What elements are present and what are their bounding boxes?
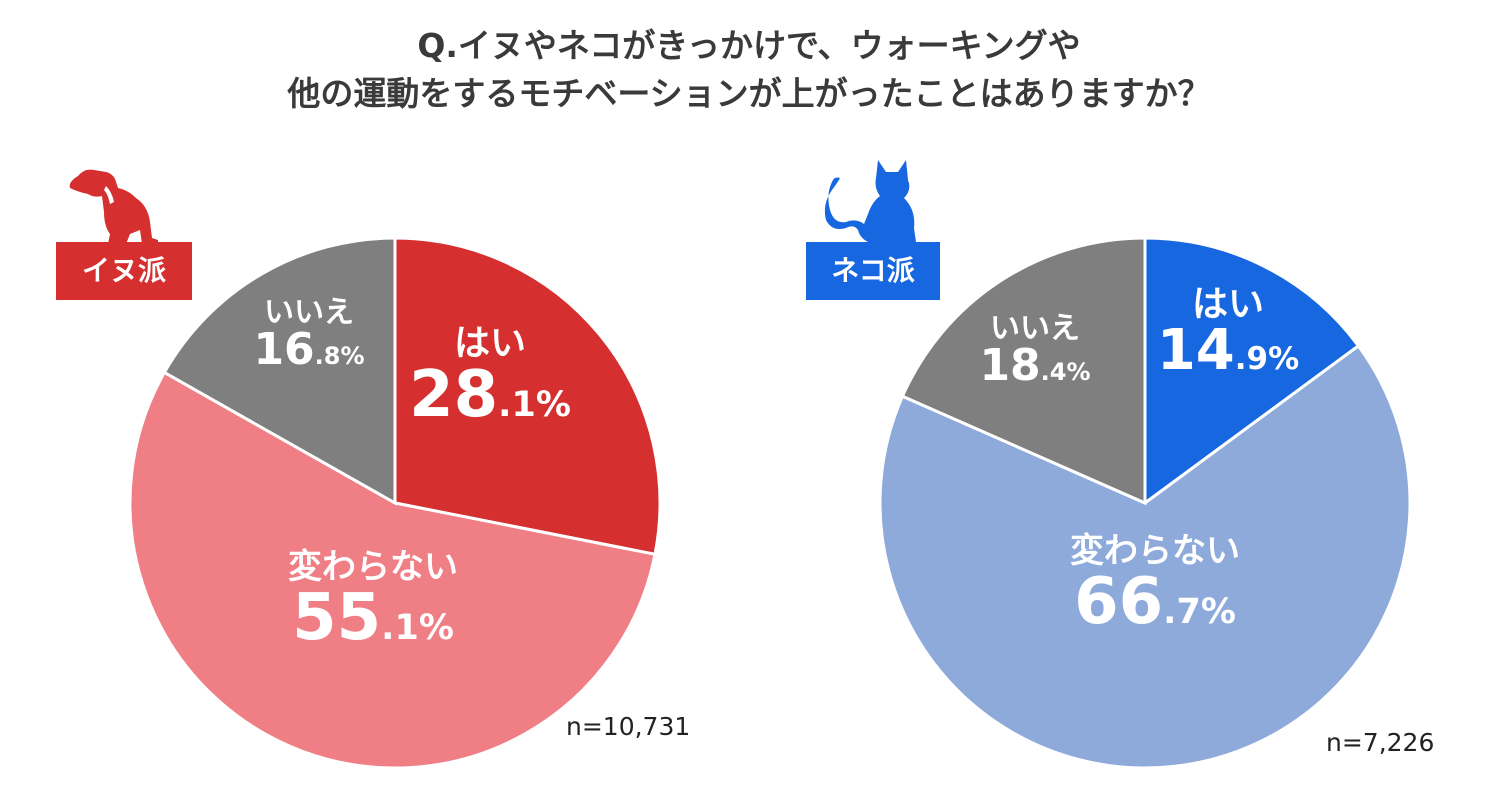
cat-slice-no xyxy=(900,236,1147,506)
dog-label-yes: はい xyxy=(454,323,526,364)
dog-group-badge: イヌ派 xyxy=(56,242,192,300)
chart-title: Q.イヌやネコがきっかけで、ウォーキングや 他の運動をするモチベーションが上がっ… xyxy=(0,22,1498,118)
dog-value-no: 16.8% xyxy=(253,324,364,375)
cat-value-no-change: 66.7% xyxy=(1074,565,1236,639)
cat-group-badge: ネコ派 xyxy=(806,242,940,300)
dog-icon xyxy=(69,169,158,244)
dog-slice-no xyxy=(162,236,397,506)
title-line-2: 他の運動をするモチベーションが上がったことはありますか？ xyxy=(287,74,1211,113)
dog-sample-size: n=10,731 xyxy=(566,712,691,741)
dog-label-no-change: 変わらない xyxy=(288,547,458,587)
title-line-1: Q.イヌやネコがきっかけで、ウォーキングや xyxy=(417,26,1081,65)
cat-value-yes: 14.9% xyxy=(1157,318,1299,383)
cat-slice-yes xyxy=(1143,236,1361,506)
dog-slice-no-change xyxy=(128,370,657,770)
cat-sample-size: n=7,226 xyxy=(1326,728,1435,757)
dog-value-no-change: 55.1% xyxy=(292,581,454,655)
dog-label-no: いいえ xyxy=(264,295,354,330)
cat-value-no: 18.4% xyxy=(979,340,1090,391)
cat-icon xyxy=(824,160,916,242)
dog-slice-yes xyxy=(393,236,662,557)
cat-label-no: いいえ xyxy=(990,311,1080,346)
cat-label-no-change: 変わらない xyxy=(1070,531,1240,571)
cat-label-yes: はい xyxy=(1192,284,1264,325)
dog-value-yes: 28.1% xyxy=(409,358,571,432)
cat-slice-no-change xyxy=(878,343,1412,770)
